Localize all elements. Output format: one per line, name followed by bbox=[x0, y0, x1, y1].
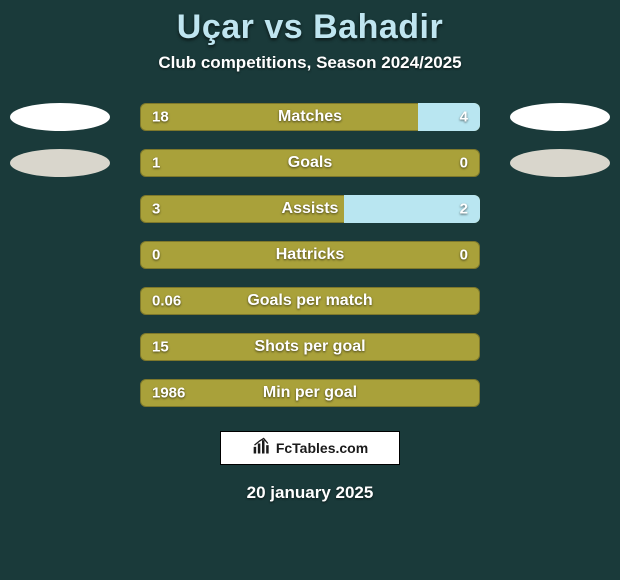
stat-value-left: 3 bbox=[152, 201, 160, 218]
page-title: Uçar vs Bahadir bbox=[177, 8, 443, 47]
stat-label: Goals bbox=[140, 154, 480, 172]
stat-value-right: 2 bbox=[460, 201, 468, 218]
player-ellipse-right bbox=[510, 103, 610, 131]
player-ellipse-right bbox=[510, 149, 610, 177]
stat-label: Shots per goal bbox=[140, 338, 480, 356]
stat-bar-track: 1986Min per goal bbox=[140, 379, 480, 407]
stat-bar-track: 0.06Goals per match bbox=[140, 287, 480, 315]
stat-value-right: 0 bbox=[460, 155, 468, 172]
stat-bar-track: 32Assists bbox=[140, 195, 480, 223]
stat-value-left: 1 bbox=[152, 155, 160, 172]
comparison-rows: 184Matches10Goals32Assists00Hattricks0.0… bbox=[0, 103, 620, 407]
player-ellipse-left bbox=[10, 149, 110, 177]
stat-value-left: 1986 bbox=[152, 385, 185, 402]
stat-value-left: 15 bbox=[152, 339, 169, 356]
stat-value-right: 0 bbox=[460, 247, 468, 264]
stat-bar-track: 0 0Hattricks bbox=[140, 241, 480, 269]
stat-bar-track: 1 0Goals bbox=[140, 149, 480, 177]
stat-row: 184Matches bbox=[0, 103, 620, 131]
date-label: 20 january 2025 bbox=[247, 483, 374, 503]
stat-value-left: 0.06 bbox=[152, 293, 181, 310]
stat-row: 15Shots per goal bbox=[0, 333, 620, 361]
stat-label: Min per goal bbox=[140, 384, 480, 402]
footer-brand-box[interactable]: FcTables.com bbox=[220, 431, 400, 465]
stat-bar-right-fill bbox=[418, 103, 480, 131]
stat-bar-track: 184Matches bbox=[140, 103, 480, 131]
stat-value-right: 4 bbox=[460, 109, 468, 126]
stat-row: 1986Min per goal bbox=[0, 379, 620, 407]
stat-row: 1 0Goals bbox=[0, 149, 620, 177]
stat-row: 0.06Goals per match bbox=[0, 287, 620, 315]
bar-chart-icon bbox=[252, 436, 272, 461]
stat-row: 0 0Hattricks bbox=[0, 241, 620, 269]
page-subtitle: Club competitions, Season 2024/2025 bbox=[158, 53, 461, 73]
stat-label: Hattricks bbox=[140, 246, 480, 264]
stat-label: Goals per match bbox=[140, 292, 480, 310]
infographic-container: Uçar vs Bahadir Club competitions, Seaso… bbox=[0, 0, 620, 580]
stat-row: 32Assists bbox=[0, 195, 620, 223]
player-ellipse-left bbox=[10, 103, 110, 131]
stat-value-left: 18 bbox=[152, 109, 169, 126]
stat-bar-track: 15Shots per goal bbox=[140, 333, 480, 361]
footer-brand-label: FcTables.com bbox=[276, 440, 368, 456]
stat-value-left: 0 bbox=[152, 247, 160, 264]
